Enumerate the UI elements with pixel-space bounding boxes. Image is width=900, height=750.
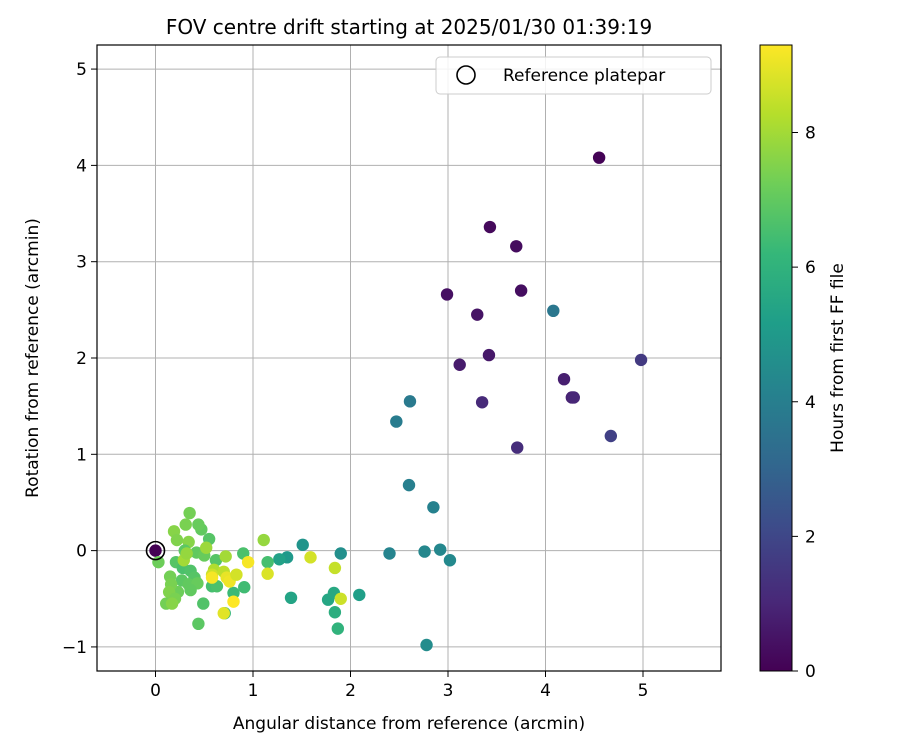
scatter-point <box>418 545 431 558</box>
colorbar-tick-label: 8 <box>805 124 816 144</box>
scatter-point <box>261 555 274 569</box>
scatter-point <box>197 597 210 610</box>
colorbar: 0 2 4 6 8 Hours from first FF file <box>759 44 848 682</box>
scatter-point <box>567 391 580 404</box>
colorbar-tick-label: 2 <box>805 527 816 547</box>
scatter-point <box>334 547 347 560</box>
chart-title: FOV centre drift starting at 2025/01/30 … <box>166 15 652 39</box>
colorbar-gradient <box>759 44 793 672</box>
scatter-point <box>179 518 192 531</box>
x-tick-label: 0 <box>150 681 161 701</box>
scatter-point <box>547 304 560 318</box>
scatter-point <box>390 415 403 428</box>
data-points <box>149 151 648 652</box>
x-tick-label: 5 <box>638 681 649 701</box>
colorbar-label: Hours from first FF file <box>828 263 848 453</box>
scatter-point <box>170 533 184 547</box>
y-tick-label: 3 <box>76 253 87 273</box>
scatter-point <box>261 567 274 580</box>
scatter-point <box>443 554 457 567</box>
scatter-point <box>219 550 232 563</box>
scatter-point <box>383 547 396 560</box>
colorbar-ticks: 0 2 4 6 8 <box>792 124 816 682</box>
x-tick-label: 4 <box>540 681 551 701</box>
reference-platepar-marker <box>145 540 166 561</box>
scatter-point <box>475 396 489 409</box>
scatter-point <box>514 284 528 297</box>
scatter-point <box>180 547 193 560</box>
x-axis-ticks: 0 1 2 3 4 5 <box>150 671 648 701</box>
scatter-point <box>471 308 484 321</box>
scatter-point <box>227 595 240 608</box>
scatter-point <box>241 555 255 569</box>
scatter-point <box>634 353 648 367</box>
scatter-point <box>149 544 162 557</box>
scatter-point <box>192 518 205 531</box>
colorbar-tick-label: 6 <box>805 258 816 278</box>
scatter-point <box>183 506 196 520</box>
colorbar-tick-label: 4 <box>805 393 816 413</box>
scatter-point <box>257 533 270 547</box>
colorbar-tick-label: 0 <box>805 662 816 682</box>
scatter-point <box>165 597 179 610</box>
scatter-point <box>483 220 497 234</box>
scatter-point <box>511 441 524 454</box>
scatter-point <box>238 581 251 594</box>
scatter-point <box>510 240 523 253</box>
x-tick-label: 3 <box>443 681 454 701</box>
scatter-point <box>209 554 223 567</box>
legend: Reference platepar <box>435 56 712 95</box>
y-tick-label: 2 <box>76 349 87 369</box>
scatter-point <box>334 592 347 605</box>
y-axis-label: Rotation from reference (arcmin) <box>23 218 43 498</box>
x-axis-label: Angular distance from reference (arcmin) <box>233 714 585 734</box>
legend-entry: Reference platepar <box>503 66 665 86</box>
scatter-point <box>304 551 317 564</box>
scatter-point <box>331 622 345 635</box>
legend-box <box>435 56 712 95</box>
x-tick-label: 1 <box>248 681 259 701</box>
scatter-point <box>403 395 417 408</box>
scatter-point <box>453 358 466 371</box>
y-tick-label: −1 <box>62 638 87 658</box>
scatter-point <box>604 429 618 443</box>
scatter-point <box>434 543 447 556</box>
scatter-point <box>420 638 433 652</box>
legend-marker-icon <box>456 65 476 85</box>
scatter-point <box>273 553 286 566</box>
scatter-point <box>402 478 416 492</box>
scatter-point <box>482 348 496 362</box>
y-tick-label: 4 <box>76 156 87 176</box>
scatter-point <box>328 606 342 619</box>
scatter-point <box>184 583 197 597</box>
plot-area: 0 1 2 3 4 5 −1 0 1 2 3 4 5 <box>62 44 722 701</box>
scatter-point <box>557 372 571 386</box>
scatter-point <box>200 541 213 554</box>
y-tick-label: 5 <box>76 60 87 80</box>
x-tick-label: 2 <box>345 681 356 701</box>
scatter-point <box>227 586 240 600</box>
y-axis-ticks: −1 0 1 2 3 4 5 <box>62 60 97 658</box>
scatter-point <box>440 288 454 301</box>
scatter-point <box>296 538 309 552</box>
scatter-point <box>217 607 230 620</box>
scatter-point <box>284 591 298 605</box>
scatter-point <box>328 561 342 575</box>
scatter-point <box>230 568 243 581</box>
scatter-point <box>205 571 219 584</box>
scatter-point <box>192 617 205 631</box>
scatter-point <box>592 151 606 164</box>
y-tick-label: 1 <box>76 445 87 465</box>
scatter-point <box>152 555 165 569</box>
y-tick-label: 0 <box>76 542 87 562</box>
scatter-point <box>353 588 366 602</box>
scatter-point <box>427 501 440 514</box>
